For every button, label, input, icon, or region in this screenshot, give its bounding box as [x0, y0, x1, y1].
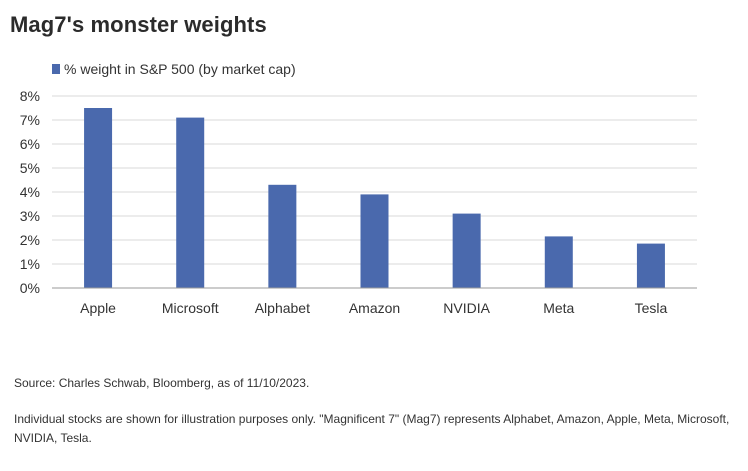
x-axis-ticks: Apple Microsoft Alphabet Amazon NVIDIA Meta Te… — [80, 300, 667, 316]
x-tick-label: Meta — [543, 300, 574, 316]
bar-alphabet — [268, 184, 297, 288]
bar-meta — [544, 236, 573, 288]
bar-tesla — [636, 243, 665, 288]
source-note: Source: Charles Schwab, Bloomberg, as of… — [14, 376, 310, 390]
x-tick-label: Apple — [80, 300, 116, 316]
x-tick-label: Alphabet — [255, 300, 310, 316]
x-tick-label: Amazon — [349, 300, 400, 316]
bar-amazon — [360, 194, 389, 288]
bar-apple — [84, 108, 113, 288]
legend-label: % weight in S&P 500 (by market cap) — [64, 61, 296, 77]
y-tick-label: 7% — [20, 112, 40, 128]
y-tick-label: 0% — [20, 280, 40, 296]
y-tick-label: 6% — [20, 136, 40, 152]
y-tick-label: 5% — [20, 160, 40, 176]
y-tick-label: 8% — [20, 88, 40, 104]
x-tick-label: Tesla — [635, 300, 668, 316]
y-tick-label: 1% — [20, 256, 40, 272]
y-tick-label: 3% — [20, 208, 40, 224]
y-tick-label: 2% — [20, 232, 40, 248]
y-tick-label: 4% — [20, 184, 40, 200]
bars — [84, 108, 665, 288]
bar-chart: % weight in S&P 500 (by market cap) 0% 1%… — [20, 61, 697, 316]
bar-microsoft — [176, 117, 205, 288]
x-tick-label: NVIDIA — [443, 300, 490, 316]
chart-title: Mag7's monster weights — [10, 12, 267, 37]
x-tick-label: Microsoft — [162, 300, 219, 316]
disclaimer-note: Individual stocks are shown for illustra… — [14, 412, 730, 445]
bar-nvidia — [452, 213, 481, 288]
legend: % weight in S&P 500 (by market cap) — [52, 61, 296, 77]
legend-swatch — [52, 64, 60, 74]
y-axis-ticks: 0% 1% 2% 3% 4% 5% 6% 7% 8% — [20, 88, 40, 296]
